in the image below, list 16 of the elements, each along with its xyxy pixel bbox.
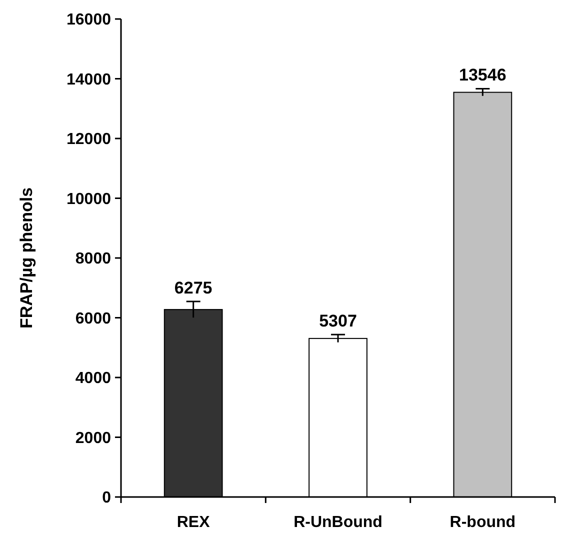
y-axis-title: FRAP/µg phenols	[17, 187, 36, 329]
x-tick-label: R-bound	[450, 514, 516, 531]
data-label: 5307	[319, 312, 357, 331]
y-tick-label: 14000	[66, 71, 112, 88]
x-tick-label: REX	[176, 514, 210, 531]
y-tick-label: 10000	[66, 190, 112, 208]
y-tick-label: 6000	[75, 310, 112, 328]
y-tick-label: 8000	[75, 250, 112, 268]
x-tick-label: R-UnBound	[294, 514, 382, 531]
data-label: 6275	[174, 278, 212, 298]
y-tick-label: 12000	[66, 131, 112, 148]
y-tick-label: 0	[102, 490, 112, 507]
y-tick-label: 4000	[75, 370, 112, 388]
y-tick-label: 2000	[75, 430, 112, 447]
y-tick-label: 16000	[66, 12, 112, 29]
data-label: 13546	[459, 66, 506, 85]
